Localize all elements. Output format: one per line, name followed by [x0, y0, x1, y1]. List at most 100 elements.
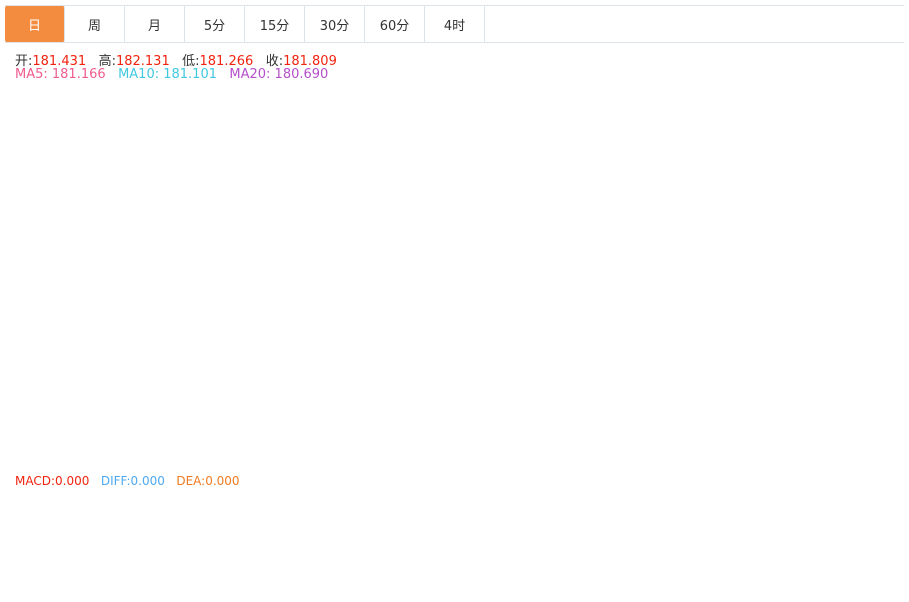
candle-body	[364, 309, 374, 341]
tab-3[interactable]: 5分	[185, 6, 245, 42]
candle	[388, 262, 398, 307]
candle-body	[616, 119, 626, 174]
candle-body	[748, 125, 758, 149]
macd-bar	[88, 510, 98, 523]
candle-body	[340, 326, 350, 336]
macd-bar	[112, 511, 122, 523]
candle	[592, 168, 602, 196]
candle	[124, 372, 134, 390]
candle-body	[544, 222, 554, 240]
candle-body	[388, 271, 398, 303]
candle-body	[16, 445, 26, 451]
candle	[412, 233, 422, 257]
candle-body	[568, 176, 578, 191]
macd-tick-label: -0.139	[842, 523, 881, 537]
candle	[184, 375, 194, 414]
candle	[136, 362, 146, 383]
candle	[64, 396, 74, 429]
candle-body	[784, 102, 794, 117]
macd-bar	[424, 522, 434, 528]
candle	[292, 282, 302, 321]
macd-bar	[76, 514, 86, 523]
macd-bar	[184, 522, 194, 551]
candle-body	[484, 265, 494, 303]
candle	[520, 258, 530, 299]
macd-bar	[352, 522, 362, 533]
candle-body	[304, 309, 314, 313]
candle-body	[520, 263, 530, 291]
candle-body	[580, 176, 590, 186]
candle	[316, 305, 326, 339]
candle	[568, 171, 578, 199]
candle-body	[52, 416, 62, 424]
ma5-line	[8, 124, 790, 449]
candle-body	[652, 139, 662, 171]
candle	[40, 412, 50, 443]
candle-body	[760, 135, 770, 150]
macd-bar	[280, 518, 290, 523]
candle-body	[700, 122, 710, 129]
tab-1[interactable]: 周	[65, 6, 125, 42]
tab-7[interactable]: 4时	[425, 6, 485, 42]
candle	[148, 356, 158, 374]
macd-bar	[712, 522, 722, 537]
macd-bar	[700, 522, 710, 534]
price-tick-label: 173.763	[842, 393, 892, 407]
last-price-label: 181.809	[841, 96, 891, 110]
candle-body	[280, 282, 290, 330]
macd-bar	[172, 522, 182, 542]
macd-bar	[688, 522, 698, 530]
macd-bar	[580, 522, 590, 536]
price-tick-label: 176.995	[842, 273, 892, 287]
open-label: 开:	[15, 54, 33, 69]
candle	[400, 249, 410, 276]
candle-body	[112, 378, 122, 403]
macd-bar	[328, 522, 338, 533]
ma20-line	[8, 142, 790, 449]
candle	[340, 318, 350, 361]
price-tick-label: 172.147	[842, 453, 892, 467]
candle-body	[688, 116, 698, 124]
candle	[4, 408, 14, 460]
macd-tick-label: -0.694	[842, 552, 881, 566]
candle-body	[184, 382, 194, 410]
tab-6[interactable]: 60分	[365, 6, 425, 42]
macd-bar	[472, 522, 482, 552]
candle	[280, 273, 290, 330]
candle	[772, 112, 782, 151]
candle-body	[556, 189, 566, 224]
candle	[208, 429, 218, 456]
macd-bar	[592, 522, 602, 531]
candle-body	[268, 262, 278, 280]
tab-0[interactable]: 日	[5, 6, 65, 42]
candle	[784, 90, 794, 123]
tab-2[interactable]: 月	[125, 6, 185, 42]
macd-bar	[508, 522, 518, 562]
candle	[724, 118, 734, 153]
candle	[304, 301, 314, 340]
candle-body	[124, 375, 134, 380]
macd-bar	[628, 522, 638, 525]
candle	[28, 426, 38, 457]
candle-body	[412, 242, 422, 254]
tab-5[interactable]: 30分	[305, 6, 365, 42]
macd-bar	[568, 522, 578, 536]
macd-bar	[496, 522, 506, 561]
candle-body	[352, 336, 362, 340]
macd-bar	[316, 522, 326, 529]
candle-body	[676, 115, 686, 151]
tab-4[interactable]: 15分	[245, 6, 305, 42]
macd-bar	[220, 522, 230, 526]
candle-body	[424, 242, 434, 273]
macd-bar	[676, 522, 686, 526]
dea-value: DEA:0.000	[176, 474, 240, 488]
candle-body	[604, 166, 614, 174]
close-value: 181.809	[283, 54, 337, 69]
low-label: 低:	[182, 54, 200, 69]
candle	[244, 275, 254, 326]
candle-body	[196, 409, 206, 447]
candle-body	[208, 446, 218, 450]
macd-bar	[196, 522, 206, 555]
ma20-value: MA20: 180.690	[229, 67, 329, 82]
